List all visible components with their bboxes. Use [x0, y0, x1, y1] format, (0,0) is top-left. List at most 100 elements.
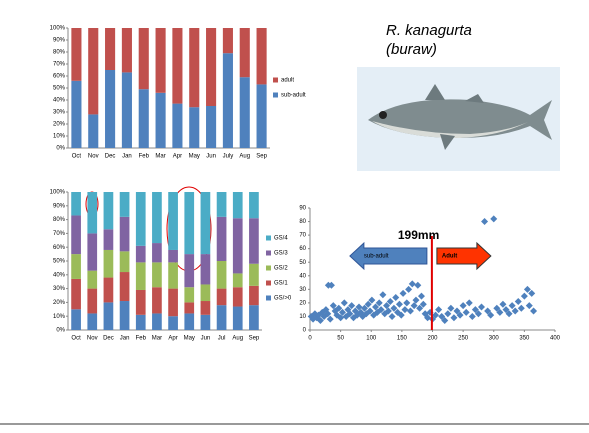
x-tick-label: May [184, 336, 195, 342]
y-tick-label: 50% [53, 259, 66, 265]
bar-segment [71, 192, 81, 215]
bar-segment [87, 233, 97, 270]
y-tick-label: 20% [53, 122, 66, 128]
point [509, 302, 516, 309]
bar-segment [104, 250, 114, 278]
bar-segment [139, 28, 149, 89]
bar-segment [206, 106, 216, 148]
bar-segment [233, 192, 243, 218]
bar-segment [201, 315, 211, 330]
bar-segment [168, 289, 178, 317]
point [403, 299, 410, 306]
x-tick-label: Jan [122, 154, 132, 160]
bar-segment [217, 305, 227, 330]
x-tick-label: 400 [550, 336, 561, 342]
point [401, 306, 408, 313]
bar-segment [120, 301, 130, 330]
bar-segment [122, 72, 132, 148]
point [481, 218, 488, 225]
bar-segment [184, 302, 194, 313]
bar-segment [240, 77, 250, 148]
bar-segment [71, 254, 81, 279]
x-tick-label: Mar [155, 154, 165, 160]
point [512, 308, 519, 315]
x-tick-label: Dec [105, 154, 116, 160]
x-tick-label: Jun [206, 154, 216, 160]
bar-segment [120, 217, 130, 252]
bar-segment [249, 218, 259, 264]
point [414, 282, 421, 289]
x-tick-label: Jan [120, 336, 130, 342]
point [435, 306, 442, 313]
bar-segment [136, 246, 146, 263]
bar-segment [168, 262, 178, 288]
bar-segment [201, 284, 211, 301]
slide: R. kanagurta (buraw) 0%10%20%30%40%50%60… [0, 0, 589, 428]
bar-segment [87, 271, 97, 289]
bar-segment [233, 218, 243, 273]
point [418, 293, 425, 300]
bar-segment [120, 272, 130, 301]
bar-segment [120, 192, 130, 217]
bar-segment [136, 262, 146, 290]
bar-segment [257, 84, 267, 148]
point [444, 310, 451, 317]
bar-segment [249, 305, 259, 330]
y-tick-label: 80% [53, 217, 66, 223]
bar-segment [152, 243, 162, 262]
y-tick-label: 40% [53, 272, 66, 278]
bar-segment [217, 289, 227, 306]
point [405, 286, 412, 293]
point [463, 309, 470, 316]
bar-segment [104, 229, 114, 250]
point [389, 313, 396, 320]
x-tick-label: 350 [519, 336, 530, 342]
bar-segment [87, 192, 97, 233]
x-tick-label: 200 [427, 336, 438, 342]
legend-label: GS/3 [274, 251, 288, 257]
y-tick-label: 30 [299, 287, 306, 293]
fish-photo [357, 67, 560, 171]
bar-segment [136, 315, 146, 330]
y-tick-label: 70% [53, 62, 66, 68]
bar-segment [184, 192, 194, 254]
y-tick-label: 100% [50, 190, 66, 196]
legend-swatch [266, 296, 271, 301]
y-tick-label: 60% [53, 245, 66, 251]
bar-segment [104, 192, 114, 229]
bar-segment [184, 313, 194, 330]
zone-label: Adult [442, 254, 457, 260]
point [490, 215, 497, 222]
bar-segment [189, 28, 199, 107]
x-tick-label: Feb [139, 154, 150, 160]
point [447, 305, 454, 312]
bar-segment [233, 307, 243, 330]
bar-segment [184, 287, 194, 302]
y-tick-label: 100% [50, 26, 66, 32]
bar-segment [156, 28, 166, 93]
point [379, 291, 386, 298]
point [341, 299, 348, 306]
point [466, 299, 473, 306]
bar-segment [152, 262, 162, 287]
x-tick-label: 250 [458, 336, 469, 342]
x-tick-label: Aug [239, 154, 250, 160]
point [450, 314, 457, 321]
y-tick-label: 10% [53, 314, 66, 320]
x-tick-label: Aug [232, 336, 243, 342]
point [396, 301, 403, 308]
point [521, 293, 528, 300]
bar-segment [201, 301, 211, 315]
y-tick-label: 20% [53, 300, 66, 306]
x-tick-label: Sep [256, 154, 267, 160]
y-tick-label: 80% [53, 50, 66, 56]
x-tick-label: Oct [72, 154, 82, 160]
bar-segment [104, 278, 114, 303]
bar-segment [217, 217, 227, 261]
bar-segment [71, 28, 81, 81]
y-tick-label: 70% [53, 231, 66, 237]
bar-segment [71, 279, 81, 309]
point [407, 308, 414, 315]
point [409, 280, 416, 287]
bar-segment [71, 215, 81, 254]
